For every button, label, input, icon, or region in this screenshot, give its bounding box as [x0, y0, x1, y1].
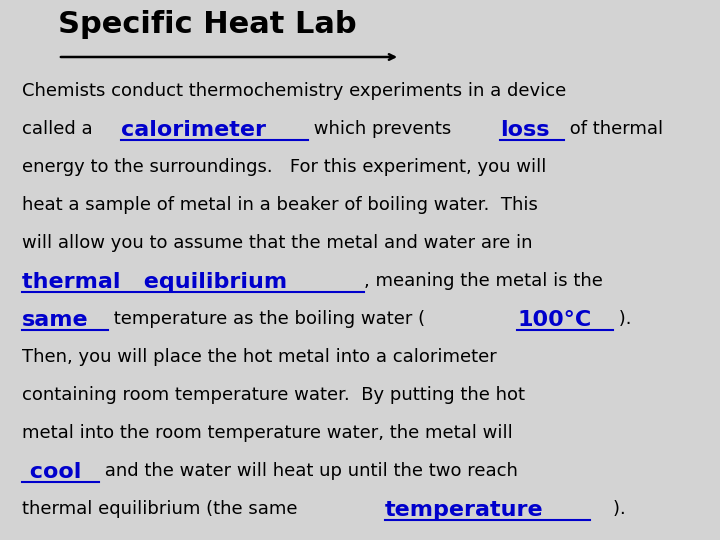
Text: of thermal: of thermal — [564, 120, 663, 138]
Text: and the water will heat up until the two reach: and the water will heat up until the two… — [99, 462, 518, 480]
Text: thermal equilibrium (the same: thermal equilibrium (the same — [22, 500, 303, 518]
Text: containing room temperature water.  By putting the hot: containing room temperature water. By pu… — [22, 386, 525, 404]
Text: temperature: temperature — [385, 500, 544, 520]
Text: thermal   equilibrium: thermal equilibrium — [22, 272, 287, 292]
Text: Chemists conduct thermochemistry experiments in a device: Chemists conduct thermochemistry experim… — [22, 82, 566, 100]
Text: , meaning the metal is the: , meaning the metal is the — [364, 272, 603, 290]
Text: energy to the surroundings.   For this experiment, you will: energy to the surroundings. For this exp… — [22, 158, 546, 176]
Text: metal into the room temperature water, the metal will: metal into the room temperature water, t… — [22, 424, 513, 442]
Text: temperature as the boiling water (: temperature as the boiling water ( — [108, 310, 425, 328]
Text: called a: called a — [22, 120, 99, 138]
Text: calorimeter: calorimeter — [120, 120, 266, 140]
Text: which prevents: which prevents — [307, 120, 456, 138]
Text: Then, you will place the hot metal into a calorimeter: Then, you will place the hot metal into … — [22, 348, 497, 366]
Text: ).: ). — [590, 500, 626, 518]
Text: will allow you to assume that the metal and water are in: will allow you to assume that the metal … — [22, 234, 533, 252]
Text: cool: cool — [22, 462, 81, 482]
Text: Specific Heat Lab: Specific Heat Lab — [58, 10, 356, 39]
Text: ).: ). — [613, 310, 631, 328]
Text: loss: loss — [500, 120, 549, 140]
Text: 100°C: 100°C — [517, 310, 591, 330]
Text: same: same — [22, 310, 89, 330]
Text: heat a sample of metal in a beaker of boiling water.  This: heat a sample of metal in a beaker of bo… — [22, 196, 538, 214]
